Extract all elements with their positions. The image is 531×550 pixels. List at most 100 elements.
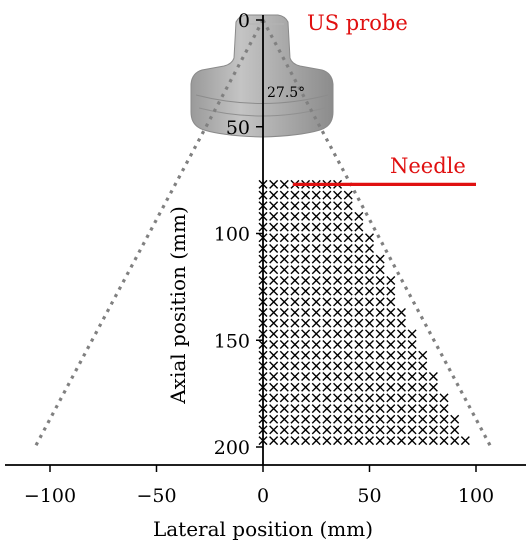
marker-point <box>396 350 406 360</box>
marker-point <box>439 393 449 403</box>
marker-point <box>343 201 353 211</box>
marker-point <box>375 436 385 446</box>
marker-point <box>311 361 321 371</box>
marker-point <box>333 201 343 211</box>
y-axis-title: Axial position (mm) <box>166 206 190 405</box>
marker-point <box>311 275 321 285</box>
marker-point <box>301 414 311 424</box>
marker-point <box>290 286 300 296</box>
marker-point <box>269 382 279 392</box>
marker-point <box>290 201 300 211</box>
marker-point <box>343 425 353 435</box>
marker-point <box>269 361 279 371</box>
marker-point <box>354 286 364 296</box>
marker-point <box>301 382 311 392</box>
marker-point <box>279 308 289 317</box>
marker-point <box>311 393 321 403</box>
marker-point <box>311 201 321 211</box>
marker-point <box>365 382 374 392</box>
marker-point <box>301 308 311 317</box>
marker-point <box>311 254 321 264</box>
marker-point <box>301 318 311 328</box>
marker-point <box>279 254 289 264</box>
marker-point <box>322 297 332 307</box>
marker-point <box>354 436 364 446</box>
marker-point <box>428 372 438 382</box>
marker-point <box>279 372 289 382</box>
marker-point <box>290 414 300 424</box>
marker-point <box>290 297 300 307</box>
marker-point <box>279 201 289 211</box>
marker-point <box>343 243 353 253</box>
marker-point <box>311 372 321 382</box>
marker-point <box>269 243 279 253</box>
marker-point <box>333 425 343 435</box>
marker-point <box>322 190 332 200</box>
marker-point <box>311 404 321 414</box>
marker-point <box>290 211 300 221</box>
marker-point <box>269 275 279 285</box>
marker-point <box>290 329 300 339</box>
marker-point <box>269 404 279 414</box>
marker-point <box>311 329 321 339</box>
marker-point <box>269 318 279 328</box>
marker-point <box>343 275 353 285</box>
marker-point <box>396 404 406 414</box>
marker-point <box>290 340 300 350</box>
x-tick-label: 50 <box>357 485 381 507</box>
marker-point <box>375 308 385 317</box>
marker-point <box>396 308 406 317</box>
marker-point <box>450 414 460 424</box>
marker-point <box>386 340 396 350</box>
marker-point <box>450 436 460 446</box>
marker-point <box>354 243 364 253</box>
marker-point <box>439 436 449 446</box>
marker-point <box>343 318 353 328</box>
marker-point <box>322 329 332 339</box>
marker-point <box>279 350 289 360</box>
marker-point <box>311 425 321 435</box>
marker-point <box>301 222 311 232</box>
marker-point <box>418 425 428 435</box>
marker-point <box>343 361 353 371</box>
marker-point <box>269 414 279 424</box>
marker-point <box>279 265 289 275</box>
marker-point <box>439 404 449 414</box>
marker-point <box>290 393 300 403</box>
x-axis-title: Lateral position (mm) <box>153 517 373 541</box>
marker-point <box>365 361 374 371</box>
marker-point <box>418 436 428 446</box>
marker-point <box>301 190 311 200</box>
marker-point <box>269 179 279 189</box>
y-tick-label: 150 <box>214 330 250 352</box>
marker-point <box>375 318 385 328</box>
marker-point <box>279 393 289 403</box>
marker-point <box>343 211 353 221</box>
marker-point <box>365 297 374 307</box>
marker-point <box>428 382 438 392</box>
marker-point <box>290 222 300 232</box>
marker-point <box>290 254 300 264</box>
marker-point <box>396 318 406 328</box>
marker-point <box>301 404 311 414</box>
marker-point <box>301 372 311 382</box>
marker-point <box>301 393 311 403</box>
marker-point <box>396 425 406 435</box>
x-tick-label: 100 <box>458 485 494 507</box>
marker-point <box>301 254 311 264</box>
marker-point <box>269 233 279 243</box>
x-tick-label: −100 <box>24 485 76 507</box>
marker-point <box>311 382 321 392</box>
marker-point <box>386 329 396 339</box>
marker-point <box>322 265 332 275</box>
marker-point <box>333 275 343 285</box>
marker-point <box>301 243 311 253</box>
marker-point <box>290 372 300 382</box>
marker-point <box>460 436 470 446</box>
marker-point <box>386 318 396 328</box>
marker-point <box>333 190 343 200</box>
marker-point <box>343 372 353 382</box>
marker-point <box>269 297 279 307</box>
marker-point <box>333 350 343 360</box>
